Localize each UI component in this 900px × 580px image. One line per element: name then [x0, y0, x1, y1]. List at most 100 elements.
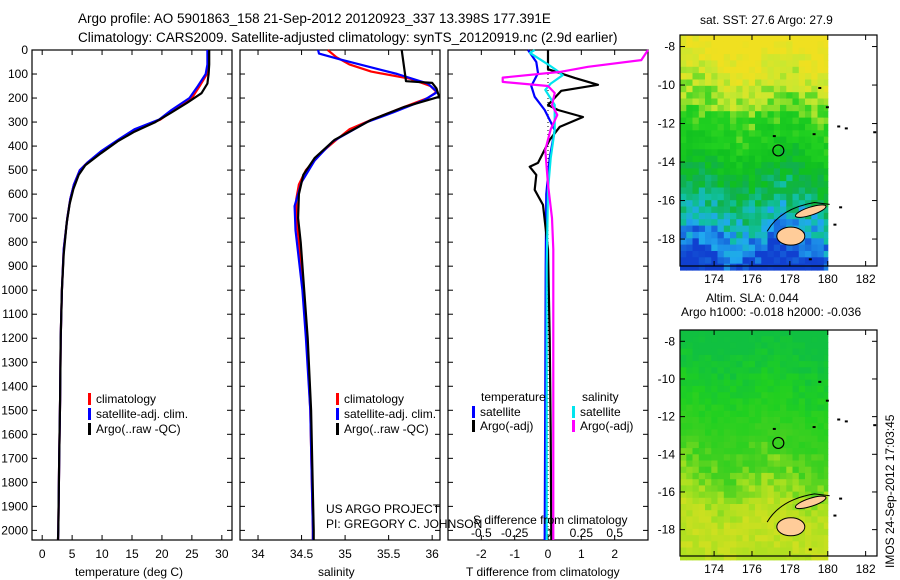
map-cell: [805, 472, 812, 480]
map-cell: [748, 98, 756, 106]
map-cell: [780, 472, 787, 480]
map-cell: [767, 497, 775, 505]
map-cell: [792, 104, 800, 112]
map-cell: [686, 111, 694, 119]
map-cell: [761, 441, 769, 449]
map-cell: [680, 54, 687, 61]
map-cell: [742, 143, 750, 150]
map-cell: [705, 460, 712, 468]
map-cell: [780, 257, 787, 265]
map-cell: [767, 104, 775, 112]
map-cell: [742, 454, 750, 461]
map-cell: [748, 111, 756, 119]
map-cell: [680, 504, 687, 511]
map-cell: [717, 522, 725, 530]
map-cell: [780, 547, 787, 555]
map-cell: [767, 485, 775, 493]
map-cell: [686, 41, 694, 49]
map-cell: [817, 104, 825, 112]
map-cell: [698, 479, 706, 486]
lat-tick-label: -16: [658, 194, 676, 208]
map-cell: [817, 149, 825, 157]
map-cell: [698, 117, 706, 125]
map-cell: [698, 367, 706, 374]
map-cell: [698, 136, 706, 144]
map-cell: [780, 92, 787, 100]
map-cell: [711, 219, 719, 227]
map-cell: [748, 187, 756, 195]
map-cell: [755, 111, 762, 119]
map-cell: [680, 35, 687, 42]
map-cell: [755, 535, 762, 542]
map-cell: [736, 348, 744, 356]
map-cell: [723, 35, 731, 42]
map-cell: [780, 398, 787, 406]
map-cell: [773, 330, 781, 337]
map-cell: [823, 244, 829, 252]
map-cell: [692, 504, 700, 511]
map-cell: [736, 404, 744, 412]
map-cell: [698, 98, 706, 106]
depth-tick-label: 1000: [1, 283, 28, 297]
map-cell: [723, 244, 731, 252]
map-cell: [786, 181, 794, 188]
map-cell: [817, 373, 825, 381]
map-cell: [811, 404, 819, 412]
map-cell: [711, 200, 719, 208]
map-cell: [811, 510, 819, 517]
map-cell: [736, 454, 744, 461]
map-cell: [742, 193, 750, 201]
map-cell: [780, 104, 787, 112]
map-cell: [780, 435, 787, 443]
map-cell: [736, 491, 744, 499]
map-cell: [711, 342, 719, 350]
map-cell: [748, 206, 756, 214]
map-cell: [823, 225, 829, 233]
map-cell: [736, 54, 744, 61]
map-cell: [773, 485, 781, 493]
map-cell: [748, 398, 756, 406]
map-cell: [748, 553, 756, 561]
map-cell: [811, 47, 819, 55]
map-cell: [748, 231, 756, 239]
map-cell: [692, 193, 700, 201]
map-cell: [767, 429, 775, 437]
map-cell: [711, 330, 719, 337]
map-cell: [742, 257, 750, 265]
map-cell: [705, 423, 712, 430]
map-cell: [742, 104, 750, 112]
map-cell: [767, 504, 775, 511]
map-cell: [773, 410, 781, 418]
map-cell: [748, 263, 756, 271]
map-cell: [705, 123, 712, 131]
lat-tick-label: -10: [658, 372, 676, 386]
map-cell: [711, 251, 719, 258]
map-cell: [773, 92, 781, 100]
map-cell: [792, 336, 800, 343]
map-cell: [680, 373, 687, 381]
map-cell: [698, 85, 706, 93]
map-cell: [705, 174, 712, 182]
map-cell: [811, 435, 819, 443]
map-cell: [711, 73, 719, 80]
map-cell: [711, 336, 719, 343]
map-cell: [742, 510, 750, 517]
map-cell: [767, 435, 775, 443]
map-cell: [730, 98, 737, 106]
map-cell: [717, 330, 725, 337]
map-cell: [811, 66, 819, 74]
map-cell: [798, 92, 806, 100]
depth-tick-label: 0: [21, 43, 28, 57]
map-cell: [686, 200, 694, 208]
map-cell: [723, 466, 731, 474]
map-cell: [723, 491, 731, 499]
map-cell: [755, 155, 762, 163]
map-frame: [679, 329, 878, 557]
map-cell: [698, 516, 706, 524]
map-cell: [823, 206, 829, 214]
map-cell: [723, 130, 731, 138]
map-cell: [730, 404, 737, 412]
map-cell: [773, 212, 781, 220]
map-cell: [686, 435, 694, 443]
map-cell: [698, 104, 706, 112]
